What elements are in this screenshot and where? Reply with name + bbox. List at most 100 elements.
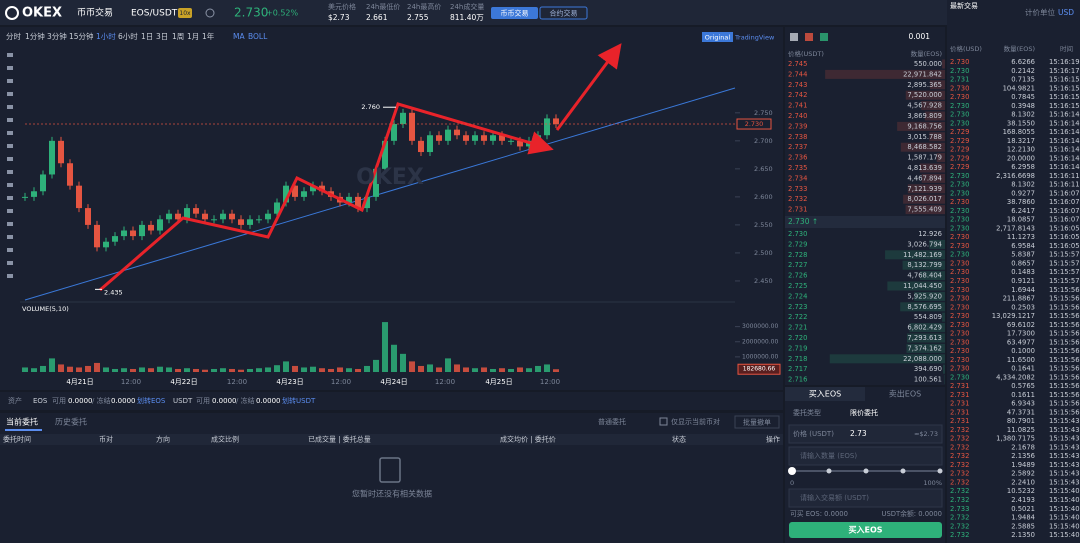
- slider-stop[interactable]: [900, 468, 906, 474]
- book-price[interactable]: 2.734: [788, 174, 807, 182]
- view-button[interactable]: TradingView: [734, 34, 775, 42]
- slider-stop[interactable]: [788, 467, 796, 475]
- nav-link[interactable]: 币币交易: [77, 7, 113, 19]
- form-tab[interactable]: 卖出EOS: [889, 389, 921, 399]
- candle-body: [391, 124, 397, 141]
- depth-bar: [903, 194, 945, 204]
- book-amount: 22,088.000: [903, 355, 942, 363]
- book-price[interactable]: 2.736: [788, 154, 807, 162]
- y-tick-label: 2.650: [754, 165, 773, 173]
- volume-bar: [184, 368, 190, 372]
- amount-input[interactable]: [788, 446, 943, 466]
- book-price[interactable]: 2.720: [788, 334, 807, 342]
- book-price[interactable]: 2.745: [788, 60, 807, 68]
- order-filter[interactable]: 普通委托: [598, 417, 626, 426]
- book-price[interactable]: 2.744: [788, 70, 807, 78]
- volume-bar: [58, 364, 64, 372]
- candle-body: [247, 219, 253, 225]
- unit[interactable]: USD: [1058, 8, 1074, 17]
- form-tab[interactable]: 买入EOS: [809, 390, 841, 399]
- pair-selector[interactable]: EOS/USDT: [131, 9, 178, 19]
- book-price[interactable]: 2.719: [788, 344, 807, 352]
- total-input[interactable]: [788, 488, 943, 508]
- book-price[interactable]: 2.723: [788, 303, 807, 311]
- book-price[interactable]: 2.741: [788, 102, 807, 110]
- cancel-button[interactable]: [734, 415, 780, 429]
- view-button[interactable]: Original: [705, 34, 731, 42]
- book-last: 2.730 ↑: [788, 217, 818, 226]
- interval-button[interactable]: 1分钟: [25, 31, 45, 41]
- book-amount: 7,555.409: [907, 206, 942, 214]
- slider-stop[interactable]: [863, 468, 869, 474]
- submit-button[interactable]: [789, 522, 942, 538]
- book-price[interactable]: 2.726: [788, 272, 807, 280]
- submit-label[interactable]: 买入EOS: [848, 526, 882, 535]
- book-price[interactable]: 2.717: [788, 365, 807, 373]
- book-price[interactable]: 2.728: [788, 251, 807, 259]
- order-type[interactable]: 限价委托: [850, 408, 878, 417]
- trade-price: 2.730: [950, 172, 969, 180]
- book-price[interactable]: 2.743: [788, 81, 807, 89]
- book-price[interactable]: 2.737: [788, 143, 807, 151]
- interval-button[interactable]: 1月: [187, 32, 199, 41]
- price-input[interactable]: [788, 424, 943, 444]
- candle-body: [373, 168, 379, 197]
- interval-button[interactable]: 3分钟: [47, 31, 67, 41]
- candle-body: [292, 185, 298, 197]
- candle-body: [121, 230, 127, 237]
- cancel-all[interactable]: 批量撤单: [743, 418, 771, 427]
- market-tab[interactable]: 币币交易: [501, 9, 529, 18]
- interval-button[interactable]: 1年: [202, 31, 215, 41]
- book-price[interactable]: 2.727: [788, 261, 807, 269]
- trade-price: 2.732: [950, 435, 969, 443]
- orders-tab[interactable]: 当前委托: [6, 417, 38, 427]
- orders-tab[interactable]: 历史委托: [55, 417, 87, 427]
- y-tick-label: 2.700: [754, 137, 773, 145]
- book-price[interactable]: 2.725: [788, 282, 807, 290]
- interval-button[interactable]: 1日: [141, 32, 153, 41]
- high-label: 2.760: [361, 103, 380, 111]
- book-amount: 7,520.000: [907, 91, 942, 99]
- book-price[interactable]: 2.738: [788, 133, 807, 141]
- depth-toggle[interactable]: [790, 33, 798, 41]
- interval-button[interactable]: 6小时: [118, 31, 138, 41]
- book-price[interactable]: 2.733: [788, 185, 807, 193]
- checkbox[interactable]: [659, 417, 668, 426]
- column-header: 币对: [99, 435, 113, 444]
- interval-button[interactable]: 分时: [6, 31, 21, 41]
- x-tick-label: 12:00: [331, 378, 351, 386]
- depth-toggle[interactable]: [805, 33, 813, 41]
- book-price[interactable]: 2.735: [788, 164, 807, 172]
- book-price[interactable]: 2.730: [788, 230, 807, 238]
- view-active: [702, 32, 733, 42]
- book-price[interactable]: 2.731: [788, 206, 807, 214]
- slider-stop[interactable]: [826, 468, 832, 474]
- indicator[interactable]: MA: [233, 32, 245, 41]
- interval-button[interactable]: 15分钟: [69, 31, 94, 41]
- market-tab[interactable]: 合约交易: [550, 9, 578, 18]
- transfer-link[interactable]: 划转EOS: [137, 396, 166, 405]
- interval-button[interactable]: 3日: [156, 32, 168, 41]
- depth-step[interactable]: 0.001: [909, 32, 931, 41]
- book-price[interactable]: 2.740: [788, 112, 807, 120]
- book-price[interactable]: 2.739: [788, 122, 807, 130]
- interval-button[interactable]: 1周: [172, 32, 184, 41]
- book-price[interactable]: 2.716: [788, 376, 807, 384]
- interval-button[interactable]: 1小时: [96, 31, 116, 41]
- book-price[interactable]: 2.729: [788, 240, 807, 248]
- book-price[interactable]: 2.721: [788, 324, 807, 332]
- x-tick-label: 4月24日: [380, 378, 407, 386]
- trade-time: 15:16:11: [1049, 172, 1080, 180]
- book-price[interactable]: 2.718: [788, 355, 807, 363]
- trade-price: 2.730: [950, 224, 969, 232]
- book-price[interactable]: 2.732: [788, 195, 807, 203]
- book-price[interactable]: 2.724: [788, 292, 807, 300]
- book-price[interactable]: 2.742: [788, 91, 807, 99]
- slider-stop[interactable]: [937, 468, 943, 474]
- transfer-link[interactable]: 划转USDT: [282, 396, 316, 405]
- depth-toggle[interactable]: [820, 33, 828, 41]
- trade-price: 2.730: [950, 189, 969, 197]
- trade-price: 2.730: [950, 58, 969, 66]
- book-price[interactable]: 2.722: [788, 313, 807, 321]
- indicator[interactable]: BOLL: [248, 32, 268, 41]
